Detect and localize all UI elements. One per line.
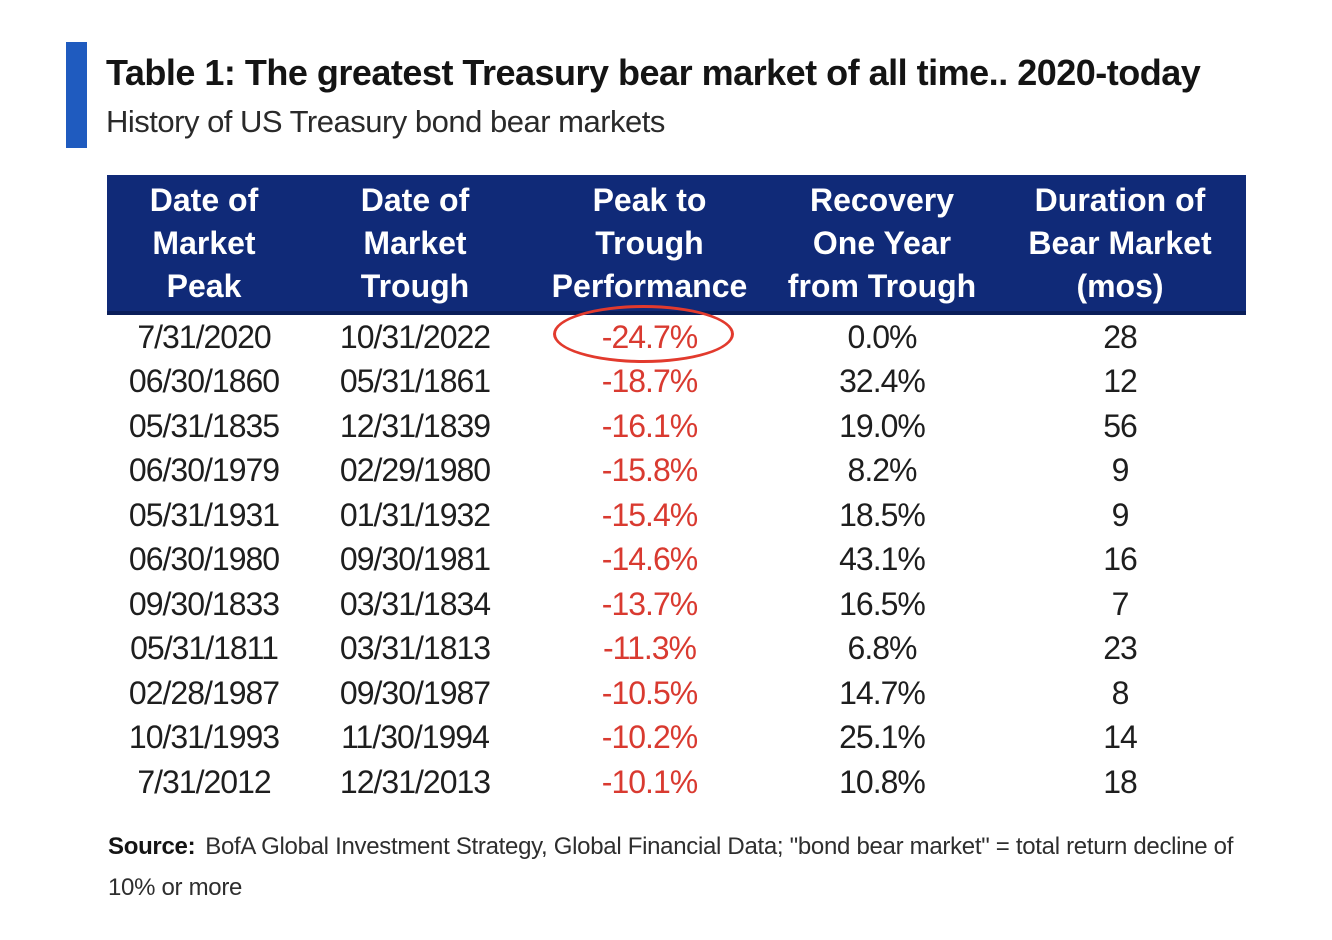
cell-trough-date: 03/31/1813 bbox=[339, 630, 491, 667]
cell-duration: 7 bbox=[1111, 585, 1130, 622]
cell-trough-date: 02/29/1980 bbox=[339, 452, 491, 489]
cell-recovery: 6.8% bbox=[847, 630, 918, 667]
header-duration-of-bear-market: Duration of Bear Market (mos) bbox=[994, 175, 1246, 315]
cell-duration: 9 bbox=[1111, 452, 1130, 489]
cell-performance: -13.7% bbox=[601, 585, 698, 622]
table-row: 02/28/1987 09/30/1987 -10.5% 14.7% 8 bbox=[107, 671, 1246, 716]
cell-recovery: 19.0% bbox=[839, 407, 926, 444]
cell-performance: -18.7% bbox=[601, 363, 698, 400]
table-row: 06/30/1979 02/29/1980 -15.8% 8.2% 9 bbox=[107, 449, 1246, 494]
cell-peak-date: 06/30/1980 bbox=[128, 541, 280, 578]
header-date-of-market-trough: Date of Market Trough bbox=[301, 175, 529, 315]
header-peak-to-trough-performance: Peak to Trough Performance bbox=[529, 175, 770, 315]
header-date-of-market-peak: Date of Market Peak bbox=[107, 175, 301, 315]
source-text: BofA Global Investment Strategy, Global … bbox=[108, 833, 1234, 901]
cell-peak-date: 05/31/1835 bbox=[128, 407, 280, 444]
cell-performance: -16.1% bbox=[601, 407, 698, 444]
table-row: 06/30/1860 05/31/1861 -18.7% 32.4% 12 bbox=[107, 360, 1246, 405]
cell-peak-date: 06/30/1860 bbox=[128, 363, 280, 400]
table-subtitle: History of US Treasury bond bear markets bbox=[106, 104, 665, 139]
table-row: 7/31/2012 12/31/2013 -10.1% 10.8% 18 bbox=[107, 760, 1246, 805]
cell-duration: 18 bbox=[1103, 763, 1138, 800]
cell-recovery: 8.2% bbox=[847, 452, 918, 489]
cell-duration: 14 bbox=[1103, 719, 1138, 756]
cell-performance: -24.7% bbox=[601, 318, 698, 355]
table-body: 7/31/2020 10/31/2022 -24.7% 0.0% 28 06/3… bbox=[107, 313, 1246, 805]
cell-recovery: 18.5% bbox=[839, 496, 926, 533]
cell-duration: 56 bbox=[1103, 407, 1138, 444]
cell-trough-date: 09/30/1987 bbox=[339, 674, 491, 711]
cell-performance: -10.5% bbox=[601, 674, 698, 711]
cell-trough-date: 05/31/1861 bbox=[339, 363, 491, 400]
table-row: 05/31/1835 12/31/1839 -16.1% 19.0% 56 bbox=[107, 404, 1246, 449]
cell-trough-date: 11/30/1994 bbox=[341, 719, 490, 756]
source-note: Source: BofA Global Investment Strategy, … bbox=[108, 826, 1238, 908]
cell-recovery: 14.7% bbox=[839, 674, 926, 711]
cell-trough-date: 03/31/1834 bbox=[339, 585, 491, 622]
cell-trough-date: 12/31/2013 bbox=[339, 763, 491, 800]
header-row: Date of Market Peak Date of Market Troug… bbox=[107, 175, 1246, 315]
source-label: Source: bbox=[108, 833, 196, 860]
cell-peak-date: 02/28/1987 bbox=[128, 674, 280, 711]
table-row: 10/31/1993 11/30/1994 -10.2% 25.1% 14 bbox=[107, 716, 1246, 761]
cell-duration: 16 bbox=[1103, 541, 1138, 578]
cell-performance: -10.2% bbox=[601, 719, 698, 756]
cell-trough-date: 12/31/1839 bbox=[339, 407, 491, 444]
table-title: Table 1: The greatest Treasury bear mark… bbox=[106, 52, 1201, 93]
cell-peak-date: 09/30/1833 bbox=[128, 585, 280, 622]
cell-performance: -15.4% bbox=[601, 496, 698, 533]
cell-recovery: 43.1% bbox=[839, 541, 926, 578]
table-row: 7/31/2020 10/31/2022 -24.7% 0.0% 28 bbox=[107, 313, 1246, 360]
cell-duration: 23 bbox=[1103, 630, 1138, 667]
table-header: Date of Market Peak Date of Market Troug… bbox=[107, 175, 1246, 315]
cell-trough-date: 10/31/2022 bbox=[339, 318, 491, 355]
cell-recovery: 32.4% bbox=[839, 363, 926, 400]
header-recovery-one-year: Recovery One Year from Trough bbox=[770, 175, 994, 315]
cell-peak-date: 06/30/1979 bbox=[128, 452, 280, 489]
cell-recovery: 16.5% bbox=[839, 585, 926, 622]
cell-peak-date: 05/31/1811 bbox=[130, 630, 279, 667]
cell-recovery: 0.0% bbox=[847, 318, 918, 355]
bear-market-table: Date of Market Peak Date of Market Troug… bbox=[107, 175, 1246, 805]
table-row: 06/30/1980 09/30/1981 -14.6% 43.1% 16 bbox=[107, 538, 1246, 583]
table-row: 05/31/1931 01/31/1932 -15.4% 18.5% 9 bbox=[107, 493, 1246, 538]
cell-recovery: 10.8% bbox=[839, 763, 926, 800]
cell-performance: -11.3% bbox=[602, 630, 697, 667]
cell-duration: 9 bbox=[1111, 496, 1130, 533]
table-row: 05/31/1811 03/31/1813 -11.3% 6.8% 23 bbox=[107, 627, 1246, 672]
cell-performance: -10.1% bbox=[601, 763, 698, 800]
table-row: 09/30/1833 03/31/1834 -13.7% 16.5% 7 bbox=[107, 582, 1246, 627]
cell-duration: 12 bbox=[1103, 363, 1138, 400]
cell-peak-date: 7/31/2020 bbox=[137, 318, 271, 355]
title-accent-bar bbox=[66, 42, 87, 148]
cell-trough-date: 01/31/1932 bbox=[339, 496, 491, 533]
cell-duration: 8 bbox=[1111, 674, 1130, 711]
cell-recovery: 25.1% bbox=[839, 719, 926, 756]
cell-performance: -15.8% bbox=[601, 452, 698, 489]
cell-duration: 28 bbox=[1103, 318, 1138, 355]
cell-trough-date: 09/30/1981 bbox=[339, 541, 491, 578]
cell-performance: -14.6% bbox=[601, 541, 698, 578]
cell-peak-date: 10/31/1993 bbox=[128, 719, 280, 756]
cell-peak-date: 7/31/2012 bbox=[137, 763, 271, 800]
cell-peak-date: 05/31/1931 bbox=[128, 496, 280, 533]
